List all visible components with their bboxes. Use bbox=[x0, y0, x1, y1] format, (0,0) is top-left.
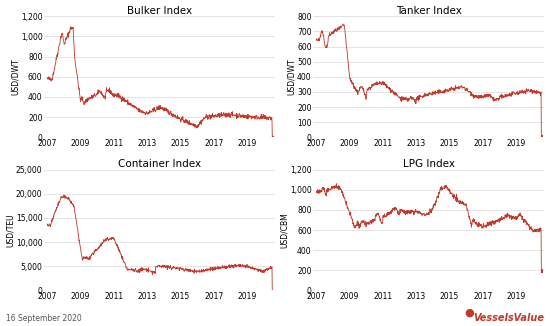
Text: VesselsValue: VesselsValue bbox=[474, 313, 544, 323]
Y-axis label: USD/TEU: USD/TEU bbox=[6, 213, 14, 247]
Text: 16 September 2020: 16 September 2020 bbox=[6, 314, 81, 323]
Title: Tanker Index: Tanker Index bbox=[396, 6, 461, 16]
Text: ●: ● bbox=[465, 308, 475, 318]
Title: LPG Index: LPG Index bbox=[403, 159, 455, 169]
Y-axis label: USD/CBM: USD/CBM bbox=[279, 212, 289, 248]
Title: Container Index: Container Index bbox=[118, 159, 201, 169]
Title: Bulker Index: Bulker Index bbox=[127, 6, 192, 16]
Y-axis label: USD/DWT: USD/DWT bbox=[10, 58, 19, 95]
Y-axis label: USD/DWT: USD/DWT bbox=[287, 58, 296, 95]
